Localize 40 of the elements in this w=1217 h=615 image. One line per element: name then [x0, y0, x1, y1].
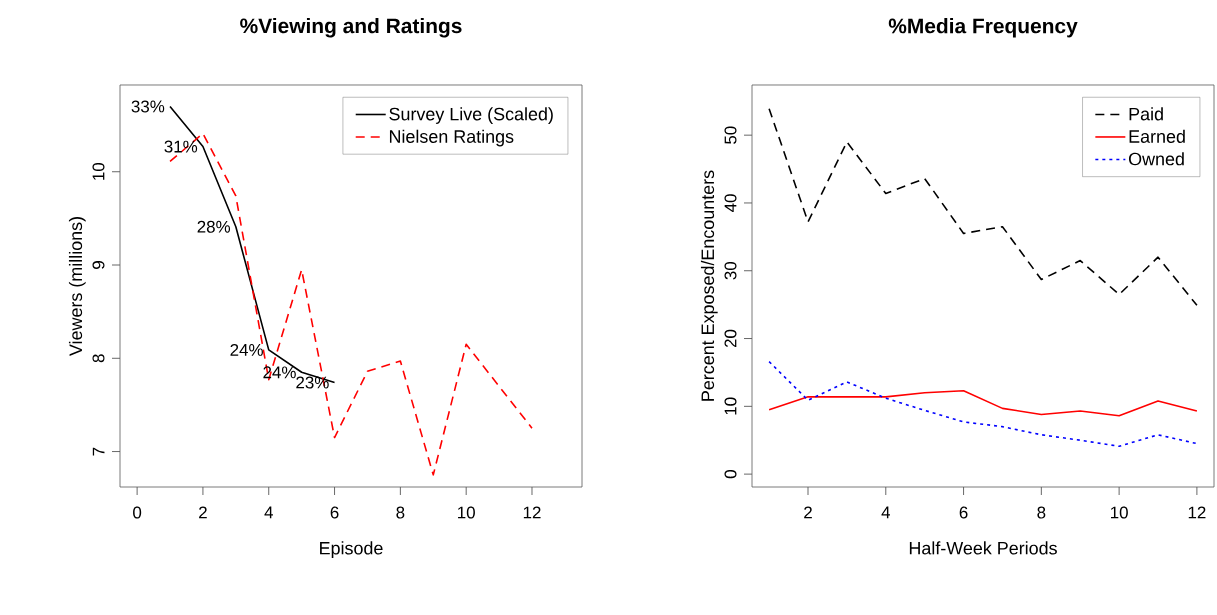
x-tick-label: 10: [1111, 506, 1128, 519]
line-series: [768, 360, 1198, 448]
y-axis-title: Viewers (millions): [68, 217, 86, 356]
x-axis-title: Episode: [320, 541, 383, 559]
y-tick-label: 30: [724, 261, 737, 280]
y-tick-label: 10: [92, 162, 105, 180]
y-tick-label: 40: [724, 194, 737, 212]
y-tick-label: 0: [724, 470, 737, 479]
annotation: 31%: [164, 140, 198, 153]
y-tick-label: 8: [92, 354, 105, 363]
x-tick-label: 6: [959, 506, 968, 519]
x-tick-label: 12: [523, 506, 541, 519]
y-axis-title: Percent Exposed/Encounters: [700, 170, 718, 401]
x-tick-label: 4: [881, 506, 890, 519]
x-tick-label: 2: [199, 506, 207, 519]
x-tick-label: 2: [804, 506, 812, 519]
x-tick-label: 10: [458, 506, 475, 519]
x-tick-label: 0: [133, 506, 142, 519]
y-tick-label: 20: [724, 329, 737, 348]
chart-title: %Media Frequency: [888, 18, 1078, 38]
y-tick-label: 50: [724, 126, 737, 144]
x-tick-label: 8: [1037, 506, 1046, 519]
legend-label: Owned: [1128, 152, 1184, 166]
x-tick-label: 8: [396, 506, 405, 519]
annotation: 28%: [197, 220, 231, 233]
chart-title: %Viewing and Ratings: [240, 17, 462, 38]
y-tick-label: 10: [724, 397, 737, 415]
legend-label: Earned: [1129, 129, 1185, 143]
legend-label: Survey Live (Scaled): [389, 107, 553, 124]
x-tick-label: 6: [330, 506, 339, 519]
legend-label: Paid: [1129, 107, 1163, 121]
x-axis-title: Half-Week Periods: [909, 541, 1057, 555]
y-tick-label: 9: [92, 261, 105, 269]
annotation: 33%: [131, 100, 165, 113]
line-series: [768, 107, 1198, 307]
annotation: 24%: [230, 343, 263, 356]
y-tick-label: 7: [92, 447, 105, 456]
x-tick-label: 4: [264, 506, 273, 519]
x-tick-label: 12: [1188, 506, 1206, 519]
legend-label: Nielsen Ratings: [389, 129, 514, 147]
